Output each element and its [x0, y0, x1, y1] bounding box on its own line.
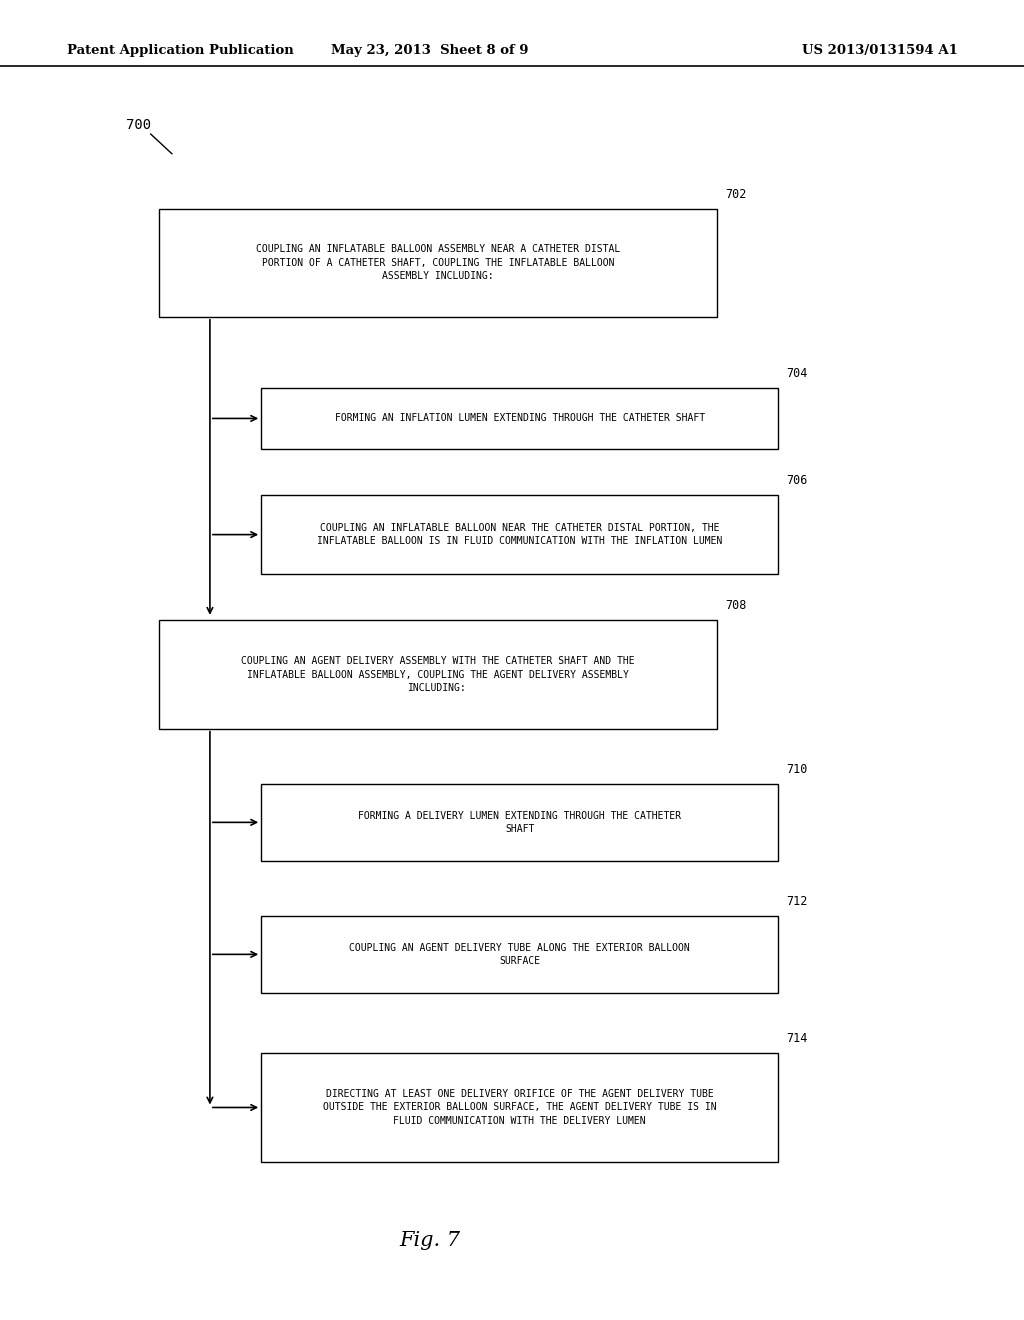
Text: 714: 714 — [786, 1032, 808, 1045]
Bar — [261, 495, 778, 574]
Text: 712: 712 — [786, 895, 808, 908]
Text: 702: 702 — [725, 187, 746, 201]
Text: US 2013/0131594 A1: US 2013/0131594 A1 — [802, 44, 957, 57]
Bar — [261, 916, 778, 993]
Text: 710: 710 — [786, 763, 808, 776]
Bar — [261, 1053, 778, 1162]
Text: FORMING AN INFLATION LUMEN EXTENDING THROUGH THE CATHETER SHAFT: FORMING AN INFLATION LUMEN EXTENDING THR… — [335, 413, 705, 424]
Bar — [261, 784, 778, 861]
Text: Patent Application Publication: Patent Application Publication — [67, 44, 293, 57]
Text: DIRECTING AT LEAST ONE DELIVERY ORIFICE OF THE AGENT DELIVERY TUBE
OUTSIDE THE E: DIRECTING AT LEAST ONE DELIVERY ORIFICE … — [323, 1089, 717, 1126]
Bar — [261, 388, 778, 449]
Text: COUPLING AN AGENT DELIVERY TUBE ALONG THE EXTERIOR BALLOON
SURFACE: COUPLING AN AGENT DELIVERY TUBE ALONG TH… — [349, 942, 690, 966]
Text: COUPLING AN INFLATABLE BALLOON ASSEMBLY NEAR A CATHETER DISTAL
PORTION OF A CATH: COUPLING AN INFLATABLE BALLOON ASSEMBLY … — [256, 244, 620, 281]
Text: 706: 706 — [786, 474, 808, 487]
Text: FORMING A DELIVERY LUMEN EXTENDING THROUGH THE CATHETER
SHAFT: FORMING A DELIVERY LUMEN EXTENDING THROU… — [358, 810, 681, 834]
Bar — [159, 620, 717, 729]
Bar — [159, 209, 717, 317]
Text: May 23, 2013  Sheet 8 of 9: May 23, 2013 Sheet 8 of 9 — [332, 44, 528, 57]
Text: 708: 708 — [725, 599, 746, 612]
Text: COUPLING AN AGENT DELIVERY ASSEMBLY WITH THE CATHETER SHAFT AND THE
INFLATABLE B: COUPLING AN AGENT DELIVERY ASSEMBLY WITH… — [241, 656, 635, 693]
Text: COUPLING AN INFLATABLE BALLOON NEAR THE CATHETER DISTAL PORTION, THE
INFLATABLE : COUPLING AN INFLATABLE BALLOON NEAR THE … — [317, 523, 722, 546]
Text: Fig. 7: Fig. 7 — [399, 1232, 461, 1250]
Text: 700: 700 — [126, 119, 152, 132]
Text: 704: 704 — [786, 367, 808, 380]
